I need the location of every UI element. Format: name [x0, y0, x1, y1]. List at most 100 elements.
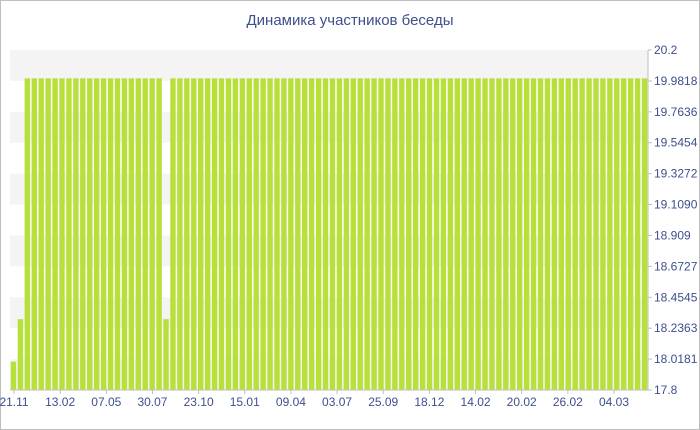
- bar: [198, 78, 204, 390]
- y-axis-ticks: 17.8 18.0181 18.2363 18.4545 18.6727 18.909 19…: [648, 43, 698, 397]
- bar: [412, 78, 419, 390]
- x-tick-label: 15.01: [230, 395, 260, 409]
- bar: [87, 78, 93, 390]
- bar: [371, 78, 377, 390]
- bar: [10, 361, 17, 390]
- bar: [558, 78, 565, 390]
- bar: [295, 78, 301, 390]
- bar: [121, 78, 128, 390]
- bar: [385, 78, 391, 390]
- y-tick-label: 20.2: [654, 43, 678, 57]
- x-tick-label: 26.02: [553, 395, 583, 409]
- bar: [572, 78, 578, 390]
- bar: [357, 78, 363, 390]
- bar: [142, 78, 148, 390]
- y-tick-label: 19.1090: [654, 198, 698, 212]
- bar: [378, 78, 384, 390]
- bar: [302, 78, 308, 390]
- bar: [114, 78, 121, 390]
- x-tick-label: 14.02: [461, 395, 491, 409]
- y-tick-label: 18.4545: [654, 290, 698, 304]
- bar: [607, 78, 613, 390]
- bar: [31, 78, 37, 390]
- bar: [274, 78, 280, 390]
- bar: [392, 78, 398, 390]
- bar: [503, 78, 509, 390]
- bar: [24, 78, 31, 390]
- bar: [614, 78, 620, 390]
- bar: [600, 78, 606, 390]
- bar: [100, 78, 107, 390]
- x-axis-ticks: 21.11 13.02 07.05 30.07 23.10 15.01 09.04 03.07…: [0, 390, 629, 409]
- bar: [211, 78, 218, 390]
- bar: [634, 78, 641, 390]
- bar: [128, 78, 135, 390]
- bar: [586, 78, 592, 390]
- bar: [399, 78, 405, 390]
- bar: [267, 78, 273, 390]
- bar: [426, 78, 433, 390]
- bar: [482, 78, 488, 390]
- y-tick-label: 17.8: [654, 383, 678, 397]
- bar: [621, 78, 627, 390]
- bar: [447, 78, 454, 390]
- x-tick-label: 23.10: [184, 395, 214, 409]
- x-tick-label: 18.12: [414, 395, 444, 409]
- bar: [156, 78, 162, 390]
- y-tick-label: 19.5454: [654, 136, 698, 150]
- bar: [544, 78, 551, 390]
- bar: [177, 78, 183, 390]
- bar: [135, 78, 141, 390]
- chart-title: Динамика участников беседы: [246, 12, 454, 29]
- y-tick-label: 18.6727: [654, 259, 698, 273]
- bar: [149, 78, 155, 390]
- bars: [10, 78, 648, 390]
- bar: [322, 78, 329, 390]
- bar: [454, 78, 460, 390]
- bar: [523, 78, 530, 390]
- bar: [80, 78, 86, 390]
- x-tick-label: 30.07: [137, 395, 167, 409]
- bar: [565, 78, 571, 390]
- x-tick-label: 21.11: [0, 395, 29, 409]
- bar: [163, 319, 169, 390]
- bar: [288, 78, 294, 390]
- bar: [419, 78, 426, 390]
- bar: [204, 78, 211, 390]
- bar: [308, 78, 315, 390]
- bar: [364, 78, 370, 390]
- bar: [45, 78, 51, 390]
- bar: [350, 78, 356, 390]
- bar: [496, 78, 502, 390]
- bar: [191, 78, 197, 390]
- bar: [475, 78, 481, 390]
- bar: [510, 78, 516, 390]
- bar: [343, 78, 350, 390]
- grid-band: [10, 50, 648, 81]
- y-tick-label: 18.2363: [654, 321, 698, 335]
- bar: [517, 78, 523, 390]
- bar: [406, 78, 412, 390]
- bar: [551, 78, 558, 390]
- bar: [107, 78, 114, 390]
- bar: [329, 78, 336, 390]
- bar: [468, 78, 474, 390]
- bar: [253, 78, 259, 390]
- x-tick-label: 20.02: [507, 395, 537, 409]
- bar: [433, 78, 440, 390]
- bar: [461, 78, 467, 390]
- bar: [336, 78, 343, 390]
- bar: [17, 319, 24, 390]
- bar: [315, 78, 322, 390]
- x-tick-label: 04.03: [599, 395, 629, 409]
- bar: [260, 78, 266, 390]
- bar: [440, 78, 447, 390]
- bar: [530, 78, 537, 390]
- y-tick-label: 19.9818: [654, 74, 698, 88]
- y-tick-label: 19.3272: [654, 167, 698, 181]
- bar: [52, 78, 58, 390]
- bar: [218, 78, 225, 390]
- bar: [579, 78, 585, 390]
- bar: [38, 78, 44, 390]
